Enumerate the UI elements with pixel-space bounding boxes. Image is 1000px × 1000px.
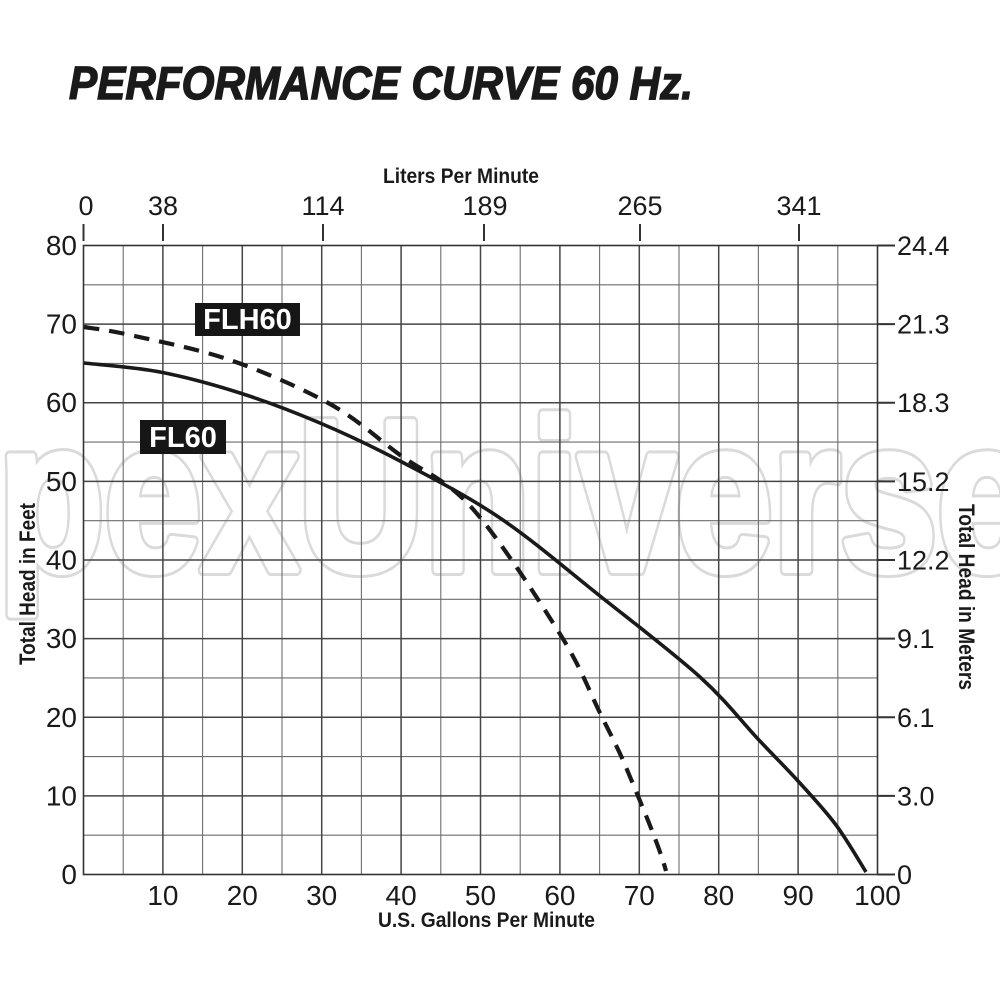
svg-text:24.4: 24.4	[897, 231, 950, 261]
svg-text:6.1: 6.1	[897, 703, 935, 733]
svg-text:pexUniverse: pexUniverse	[0, 375, 1000, 616]
svg-text:9.1: 9.1	[897, 624, 935, 654]
svg-text:18.3: 18.3	[897, 388, 950, 418]
svg-text:40: 40	[386, 880, 417, 911]
svg-text:50: 50	[46, 466, 77, 497]
svg-text:341: 341	[776, 191, 821, 221]
svg-text:10: 10	[147, 880, 178, 911]
svg-text:15.2: 15.2	[897, 467, 950, 497]
svg-text:U.S. Gallons Per Minute: U.S. Gallons Per Minute	[378, 909, 595, 932]
svg-text:50: 50	[465, 880, 496, 911]
svg-text:0: 0	[78, 191, 93, 221]
svg-text:0: 0	[897, 860, 912, 890]
svg-text:12.2: 12.2	[897, 546, 950, 576]
svg-text:40: 40	[46, 545, 77, 576]
svg-text:FLH60: FLH60	[203, 304, 292, 336]
svg-text:265: 265	[617, 191, 662, 221]
svg-text:38: 38	[148, 191, 178, 221]
svg-text:Total Head in Meters: Total Head in Meters	[954, 504, 979, 690]
svg-text:PERFORMANCE CURVE 60 Hz.: PERFORMANCE CURVE 60 Hz.	[69, 57, 693, 109]
svg-text:20: 20	[227, 880, 258, 911]
svg-text:60: 60	[46, 387, 77, 418]
svg-text:30: 30	[46, 623, 77, 654]
svg-text:0: 0	[61, 859, 77, 890]
svg-text:114: 114	[301, 191, 344, 221]
svg-text:3.0: 3.0	[897, 781, 935, 811]
svg-text:FL60: FL60	[149, 422, 217, 454]
svg-text:70: 70	[624, 880, 655, 911]
svg-text:80: 80	[703, 880, 734, 911]
svg-text:189: 189	[462, 191, 507, 221]
svg-text:100: 100	[854, 880, 901, 911]
svg-text:30: 30	[306, 880, 337, 911]
svg-text:21.3: 21.3	[897, 310, 950, 340]
svg-text:20: 20	[46, 702, 77, 733]
svg-text:pexUniverse: pexUniverse	[0, 375, 1000, 616]
svg-text:90: 90	[783, 880, 814, 911]
svg-text:60: 60	[544, 880, 575, 911]
svg-text:70: 70	[46, 309, 77, 340]
svg-text:Liters Per Minute: Liters Per Minute	[383, 165, 539, 188]
svg-text:80: 80	[46, 230, 77, 261]
svg-text:Total Head in Feet: Total Head in Feet	[15, 502, 40, 665]
svg-text:10: 10	[46, 780, 77, 811]
